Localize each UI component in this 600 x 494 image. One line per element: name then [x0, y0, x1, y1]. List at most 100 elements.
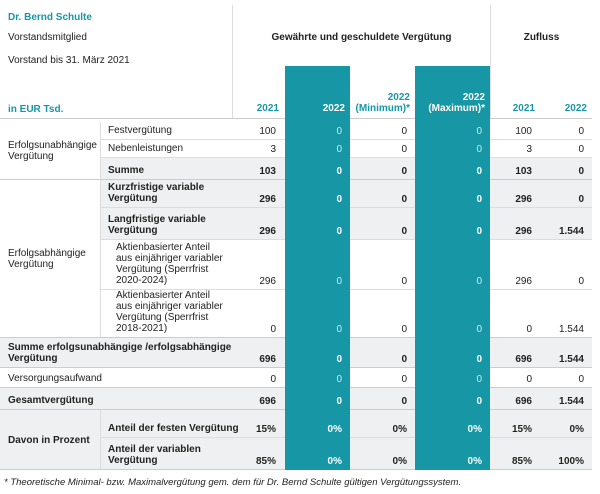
- value-cell: 0: [401, 226, 407, 237]
- value-cell: 0: [401, 126, 407, 137]
- value-cell: 0: [476, 166, 482, 177]
- group-header: Zufluss: [523, 32, 560, 43]
- value-cell: 0: [476, 374, 482, 385]
- section-label: Davon in Prozent: [8, 434, 90, 446]
- value-cell: 1.544: [558, 396, 584, 407]
- value-cell: 696: [259, 354, 276, 365]
- value-cell: 0: [336, 226, 342, 237]
- value-cell: 1.544: [558, 324, 584, 335]
- value-cell: 0: [336, 354, 342, 365]
- value-cell: 0: [476, 144, 482, 155]
- value-cell: 0%: [327, 456, 342, 467]
- value-cell: 0%: [392, 456, 407, 467]
- value-cell: 1.544: [558, 354, 584, 365]
- section-label: Erfolgsunabhängige Vergütung: [8, 140, 97, 162]
- value-cell: 0: [336, 166, 342, 177]
- value-cell: 0: [336, 126, 342, 137]
- value-cell: 0: [476, 226, 482, 237]
- group-header: Gewährte und geschuldete Vergütung: [271, 32, 452, 43]
- row-label: Langfristige variable Vergütung: [108, 214, 206, 236]
- value-cell: 0%: [327, 424, 342, 435]
- value-cell: 100: [515, 126, 532, 137]
- value-cell: 0: [526, 324, 532, 335]
- value-cell: 1.544: [558, 226, 584, 237]
- row-label: Aktienbasierter Anteil aus einjähriger v…: [116, 290, 223, 334]
- value-cell: 0: [401, 396, 407, 407]
- value-cell: 100: [259, 126, 276, 137]
- value-cell: 0: [578, 374, 584, 385]
- value-cell: 296: [515, 194, 532, 205]
- value-cell: 0: [336, 374, 342, 385]
- value-cell: 0%: [569, 424, 584, 435]
- column-header: 2022 (Maximum)*: [428, 92, 485, 114]
- value-cell: 85%: [511, 456, 532, 467]
- value-cell: 100%: [558, 456, 584, 467]
- value-cell: 0: [401, 276, 407, 287]
- column-header: 2022: [564, 103, 587, 114]
- value-cell: 85%: [255, 456, 276, 467]
- person-role: Vorstandsmitglied: [8, 32, 87, 43]
- footnote: * Theoretische Minimal- bzw. Maximalverg…: [4, 477, 462, 488]
- value-cell: 3: [270, 144, 276, 155]
- column-header: 2021: [512, 103, 535, 114]
- section-shade: [0, 410, 100, 469]
- row-label: Nebenleistungen: [108, 143, 184, 154]
- value-cell: 0: [578, 166, 584, 177]
- tenure: Vorstand bis 31. März 2021: [8, 55, 130, 66]
- unit-label: in EUR Tsd.: [8, 104, 64, 115]
- value-cell: 0: [476, 194, 482, 205]
- value-cell: 0: [578, 194, 584, 205]
- value-cell: 103: [259, 166, 276, 177]
- column-header: 2022: [322, 103, 345, 114]
- value-cell: 0: [336, 144, 342, 155]
- value-cell: 0: [578, 276, 584, 287]
- value-cell: 0%: [392, 424, 407, 435]
- value-cell: 296: [515, 276, 532, 287]
- row-label: Gesamtvergütung: [8, 395, 94, 406]
- separator: [100, 122, 101, 180]
- value-cell: 0: [578, 126, 584, 137]
- row-label: Festvergütung: [108, 125, 172, 136]
- value-cell: 0: [476, 354, 482, 365]
- value-cell: 0: [526, 374, 532, 385]
- value-cell: 296: [259, 276, 276, 287]
- separator: [232, 5, 233, 118]
- value-cell: 3: [526, 144, 532, 155]
- value-cell: 696: [515, 354, 532, 365]
- value-cell: 0%: [467, 424, 482, 435]
- value-cell: 296: [515, 226, 532, 237]
- value-cell: 0: [336, 276, 342, 287]
- value-cell: 296: [259, 194, 276, 205]
- value-cell: 103: [515, 166, 532, 177]
- value-cell: 0: [336, 194, 342, 205]
- section-label: Erfolgsabhängige Vergütung: [8, 248, 86, 270]
- value-cell: 0: [336, 396, 342, 407]
- separator: [100, 180, 101, 338]
- value-cell: 0: [401, 354, 407, 365]
- person-name: Dr. Bernd Schulte: [8, 12, 92, 23]
- value-cell: 0: [476, 324, 482, 335]
- row-label: Summe: [108, 165, 145, 176]
- value-cell: 15%: [255, 424, 276, 435]
- row-label: Anteil der variablen Vergütung: [108, 444, 201, 466]
- value-cell: 0: [578, 144, 584, 155]
- highlight-column: [415, 66, 490, 470]
- value-cell: 0: [401, 324, 407, 335]
- column-header: 2022 (Minimum)*: [355, 92, 410, 114]
- value-cell: 15%: [511, 424, 532, 435]
- column-header: 2021: [256, 103, 279, 114]
- value-cell: 0: [476, 126, 482, 137]
- value-cell: 0: [270, 324, 276, 335]
- value-cell: 296: [259, 226, 276, 237]
- value-cell: 696: [259, 396, 276, 407]
- row-label: Versorgungsaufwand: [8, 373, 102, 384]
- value-cell: 0: [336, 324, 342, 335]
- separator: [490, 5, 491, 118]
- value-cell: 0: [401, 194, 407, 205]
- value-cell: 0: [401, 374, 407, 385]
- value-cell: 0: [401, 166, 407, 177]
- value-cell: 0: [476, 276, 482, 287]
- row-label: Aktienbasierter Anteil aus einjähriger v…: [116, 242, 223, 286]
- value-cell: 696: [515, 396, 532, 407]
